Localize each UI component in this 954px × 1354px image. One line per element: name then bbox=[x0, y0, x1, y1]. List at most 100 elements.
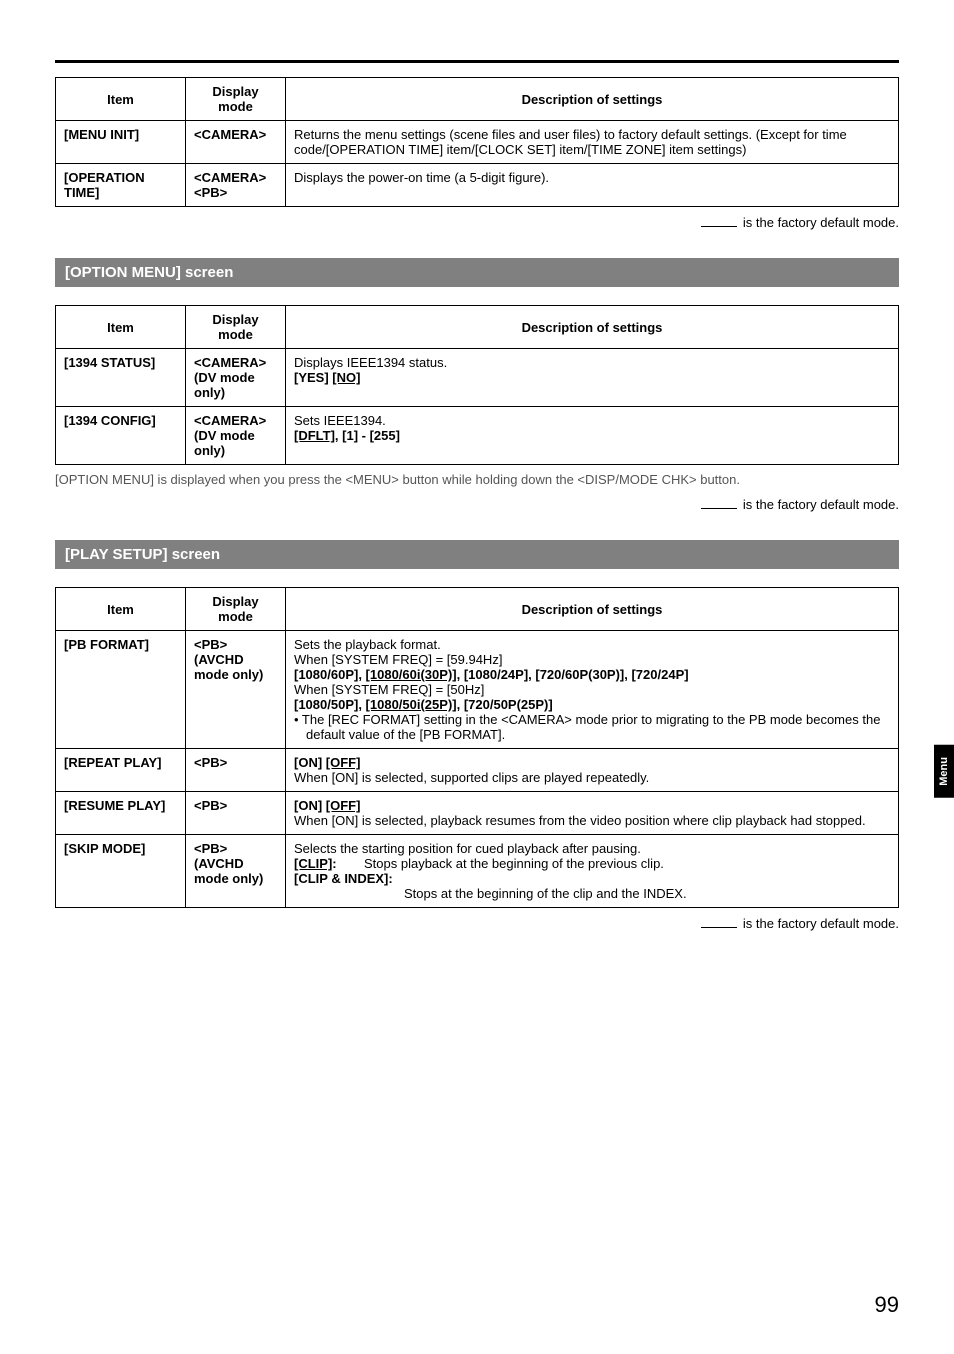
cell-item: [SKIP MODE] bbox=[56, 835, 186, 908]
table-row: [OPERATION TIME] <CAMERA><PB> Displays t… bbox=[56, 164, 899, 207]
table-row: [REPEAT PLAY] <PB> [ON] [OFF]When [ON] i… bbox=[56, 749, 899, 792]
mode-label: <CAMERA> bbox=[194, 355, 266, 370]
item-label: [PB FORMAT] bbox=[64, 637, 149, 652]
cell-mode: <PB> bbox=[186, 749, 286, 792]
table-row: [PB FORMAT] <PB>(AVCHD mode only) Sets t… bbox=[56, 631, 899, 749]
table-option-menu: Item Display mode Description of setting… bbox=[55, 305, 899, 465]
item-label: [REPEAT PLAY] bbox=[64, 755, 162, 770]
def-clip: [CLIP]: Stops playback at the beginning … bbox=[294, 856, 890, 871]
section-header-play-setup: [PLAY SETUP] screen bbox=[55, 540, 899, 569]
desc-line: When [SYSTEM FREQ] = [50Hz] bbox=[294, 682, 484, 697]
mode-sub: (AVCHD mode only) bbox=[194, 856, 263, 886]
underline-placeholder bbox=[701, 226, 737, 227]
underline-placeholder bbox=[701, 508, 737, 509]
cell-mode: <PB>(AVCHD mode only) bbox=[186, 835, 286, 908]
header-mode: Display mode bbox=[186, 588, 286, 631]
fmt-opt: [1080/50P], bbox=[294, 697, 366, 712]
cell-item: [1394 STATUS] bbox=[56, 349, 186, 407]
cell-desc: Displays IEEE1394 status.[YES] [NO] bbox=[286, 349, 899, 407]
cell-item: [REPEAT PLAY] bbox=[56, 749, 186, 792]
table-menu-init: Item Display mode Description of setting… bbox=[55, 77, 899, 207]
item-label: [MENU INIT] bbox=[64, 127, 139, 142]
mode-label: <PB> bbox=[194, 798, 227, 813]
clip-index-body: Stops at the beginning of the clip and t… bbox=[404, 886, 890, 901]
item-label: [1394 CONFIG] bbox=[64, 413, 156, 428]
header-desc: Description of settings bbox=[286, 588, 899, 631]
opt-on: [ON] bbox=[294, 798, 326, 813]
opt-dflt: [DFLT] bbox=[294, 428, 335, 443]
fmt-opt-default: [1080/50i(25P)] bbox=[366, 697, 457, 712]
table-row: [MENU INIT] <CAMERA> Returns the menu se… bbox=[56, 121, 899, 164]
opt-off: [OFF] bbox=[326, 755, 361, 770]
cell-mode: <CAMERA> bbox=[186, 121, 286, 164]
table-header-row: Item Display mode Description of setting… bbox=[56, 78, 899, 121]
mode-label: <PB> bbox=[194, 637, 227, 652]
cell-desc: Sets the playback format. When [SYSTEM F… bbox=[286, 631, 899, 749]
cell-item: [1394 CONFIG] bbox=[56, 407, 186, 465]
note-text: is the factory default mode. bbox=[739, 215, 899, 230]
section-header-option-menu: [OPTION MENU] screen bbox=[55, 258, 899, 287]
option-menu-note: [OPTION MENU] is displayed when you pres… bbox=[55, 471, 899, 489]
factory-default-note: is the factory default mode. bbox=[55, 497, 899, 512]
mode-sub: (DV mode only) bbox=[194, 428, 255, 458]
cell-desc: Displays the power-on time (a 5-digit fi… bbox=[286, 164, 899, 207]
note-text: is the factory default mode. bbox=[739, 916, 899, 931]
desc-line: When [SYSTEM FREQ] = [59.94Hz] bbox=[294, 652, 502, 667]
cell-desc: Selects the starting position for cued p… bbox=[286, 835, 899, 908]
table-header-row: Item Display mode Description of setting… bbox=[56, 588, 899, 631]
header-item: Item bbox=[56, 588, 186, 631]
item-label: [SKIP MODE] bbox=[64, 841, 145, 856]
clip-index-label: [CLIP & INDEX]: bbox=[294, 871, 393, 886]
cell-mode: <PB>(AVCHD mode only) bbox=[186, 631, 286, 749]
table-play-setup: Item Display mode Description of setting… bbox=[55, 587, 899, 908]
cell-mode: <CAMERA>(DV mode only) bbox=[186, 407, 286, 465]
table-row: [1394 CONFIG] <CAMERA>(DV mode only) Set… bbox=[56, 407, 899, 465]
desc-line: When [ON] is selected, supported clips a… bbox=[294, 770, 649, 785]
cell-item: [MENU INIT] bbox=[56, 121, 186, 164]
cell-item: [PB FORMAT] bbox=[56, 631, 186, 749]
item-label: [1394 STATUS] bbox=[64, 355, 155, 370]
clip-body: Stops playback at the beginning of the p… bbox=[364, 856, 890, 871]
mode-label: <CAMERA> bbox=[194, 127, 266, 142]
header-item: Item bbox=[56, 78, 186, 121]
opt-yes: [YES] bbox=[294, 370, 332, 385]
table-row: [1394 STATUS] <CAMERA>(DV mode only) Dis… bbox=[56, 349, 899, 407]
header-desc: Description of settings bbox=[286, 306, 899, 349]
mode-label: <PB> bbox=[194, 185, 227, 200]
item-label: [RESUME PLAY] bbox=[64, 798, 165, 813]
cell-mode: <CAMERA><PB> bbox=[186, 164, 286, 207]
desc-line: Displays IEEE1394 status. bbox=[294, 355, 447, 370]
mode-sub: (DV mode only) bbox=[194, 370, 255, 400]
fmt-opt: , [720/50P(25P)] bbox=[457, 697, 553, 712]
page-number: 99 bbox=[875, 1292, 899, 1318]
opt-range: , [1] - [255] bbox=[335, 428, 400, 443]
cell-mode: <PB> bbox=[186, 792, 286, 835]
table-row: [RESUME PLAY] <PB> [ON] [OFF]When [ON] i… bbox=[56, 792, 899, 835]
factory-default-note: is the factory default mode. bbox=[55, 916, 899, 931]
factory-default-note: is the factory default mode. bbox=[55, 215, 899, 230]
opt-no: [NO] bbox=[332, 370, 360, 385]
desc-line: Sets the playback format. bbox=[294, 637, 441, 652]
header-desc: Description of settings bbox=[286, 78, 899, 121]
desc-line: Selects the starting position for cued p… bbox=[294, 841, 641, 856]
bullet-note: • The [REC FORMAT] setting in the <CAMER… bbox=[294, 712, 890, 742]
opt-on: [ON] bbox=[294, 755, 326, 770]
item-label: [OPERATION TIME] bbox=[64, 170, 145, 200]
cell-desc: Sets IEEE1394.[DFLT], [1] - [255] bbox=[286, 407, 899, 465]
header-mode: Display mode bbox=[186, 78, 286, 121]
mode-sub: (AVCHD mode only) bbox=[194, 652, 263, 682]
cell-desc: [ON] [OFF]When [ON] is selected, playbac… bbox=[286, 792, 899, 835]
cell-desc: Returns the menu settings (scene files a… bbox=[286, 121, 899, 164]
cell-item: [RESUME PLAY] bbox=[56, 792, 186, 835]
note-text: is the factory default mode. bbox=[739, 497, 899, 512]
top-rule bbox=[55, 60, 899, 63]
mode-label: <CAMERA> bbox=[194, 413, 266, 428]
underline-placeholder bbox=[701, 927, 737, 928]
fmt-opt: , [1080/24P], [720/60P(30P)], [720/24P] bbox=[457, 667, 689, 682]
cell-item: [OPERATION TIME] bbox=[56, 164, 186, 207]
cell-desc: [ON] [OFF]When [ON] is selected, support… bbox=[286, 749, 899, 792]
clip-label: [CLIP] bbox=[294, 856, 332, 871]
table-header-row: Item Display mode Description of setting… bbox=[56, 306, 899, 349]
desc-line: Sets IEEE1394. bbox=[294, 413, 386, 428]
mode-label: <CAMERA> bbox=[194, 170, 266, 185]
